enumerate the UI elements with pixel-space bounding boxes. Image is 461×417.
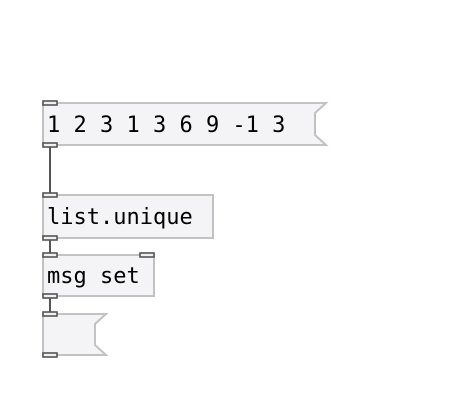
list-message-outlet[interactable] (42, 142, 58, 148)
list-message-inlet[interactable] (42, 100, 58, 106)
msg-set-left-inlet[interactable] (42, 252, 58, 258)
output-message-box-outline (42, 313, 109, 356)
msg-set-object-outline (42, 254, 155, 297)
msg-set-outlet[interactable] (42, 293, 58, 299)
list-message-text: 1 2 3 1 3 6 9 -1 3 (47, 113, 285, 138)
list-unique-outlet[interactable] (42, 235, 58, 241)
list-unique-object-outline (42, 194, 214, 239)
output-message-box[interactable] (42, 311, 109, 358)
msg-set-object-text: msg set (47, 264, 140, 289)
msg-set-right-inlet[interactable] (139, 252, 155, 258)
list-unique-object-text: list.unique (47, 205, 193, 230)
output-message-outlet[interactable] (42, 352, 58, 358)
msg-set-object-box[interactable]: msg set (42, 252, 155, 299)
list-unique-object-box[interactable]: list.unique (42, 192, 214, 241)
list-unique-inlet[interactable] (42, 192, 58, 198)
list-message-box[interactable]: 1 2 3 1 3 6 9 -1 3 (42, 100, 329, 148)
output-message-inlet[interactable] (42, 311, 58, 317)
